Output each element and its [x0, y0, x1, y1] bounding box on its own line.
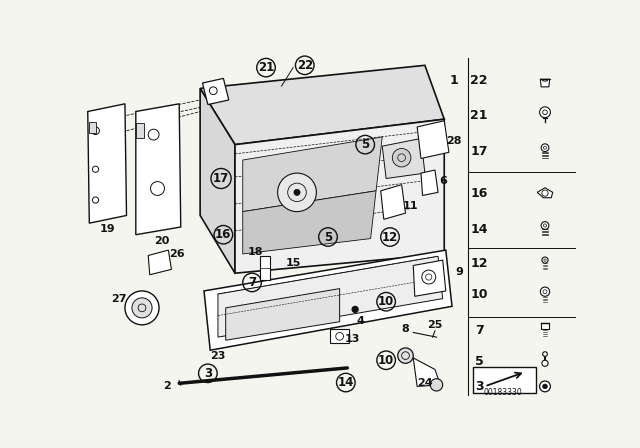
Text: 25: 25 [428, 320, 443, 330]
Text: 14: 14 [338, 376, 354, 389]
Bar [90, 121, 95, 133]
Polygon shape [382, 138, 425, 178]
Text: 23: 23 [211, 351, 226, 362]
Bar [260, 255, 270, 280]
Text: 3: 3 [204, 367, 212, 380]
Circle shape [352, 306, 358, 313]
Text: 24: 24 [417, 378, 433, 388]
Text: 26: 26 [169, 249, 185, 259]
Text: 27: 27 [111, 293, 127, 304]
Polygon shape [421, 170, 438, 195]
Text: 18: 18 [248, 247, 264, 258]
Text: 5: 5 [324, 231, 332, 244]
Circle shape [541, 144, 549, 151]
Text: 12: 12 [470, 257, 488, 270]
Polygon shape [202, 78, 229, 104]
Text: 7: 7 [248, 276, 256, 289]
Text: 17: 17 [213, 172, 229, 185]
Polygon shape [226, 289, 340, 340]
Text: 21: 21 [258, 61, 274, 74]
Polygon shape [243, 137, 382, 211]
Polygon shape [540, 79, 550, 87]
Bar [541, 323, 549, 329]
Polygon shape [218, 256, 443, 337]
Circle shape [392, 148, 411, 167]
Circle shape [540, 107, 550, 118]
Bar [473, 367, 536, 393]
Text: 22: 22 [470, 74, 488, 87]
Circle shape [543, 352, 547, 356]
Text: 16: 16 [215, 228, 232, 241]
Text: 4: 4 [356, 316, 365, 326]
Circle shape [541, 222, 549, 229]
Text: 8: 8 [402, 324, 410, 334]
Text: 15: 15 [285, 258, 301, 268]
Circle shape [397, 348, 413, 363]
Circle shape [278, 173, 316, 211]
Circle shape [542, 360, 548, 366]
Polygon shape [413, 260, 446, 296]
Polygon shape [243, 191, 376, 254]
Bar [330, 329, 349, 343]
Polygon shape [235, 119, 444, 273]
Circle shape [430, 379, 443, 391]
Text: 9: 9 [456, 267, 464, 277]
Circle shape [132, 298, 152, 318]
Text: 28: 28 [447, 136, 462, 146]
Text: 21: 21 [470, 109, 488, 122]
Text: 10: 10 [378, 295, 394, 308]
Text: 7: 7 [475, 324, 483, 337]
Text: 14: 14 [470, 223, 488, 236]
Text: 1: 1 [449, 74, 458, 87]
Polygon shape [148, 250, 172, 275]
Text: 16: 16 [470, 187, 488, 200]
Text: 5: 5 [475, 355, 483, 368]
Text: 10: 10 [378, 354, 394, 367]
Text: 20: 20 [154, 236, 169, 246]
Polygon shape [417, 121, 449, 159]
Text: 00183330: 00183330 [483, 388, 522, 397]
Circle shape [543, 384, 547, 389]
Polygon shape [136, 104, 180, 235]
Text: 6: 6 [439, 176, 447, 186]
Polygon shape [537, 188, 553, 198]
Polygon shape [88, 104, 127, 223]
Text: 3: 3 [475, 380, 483, 393]
Text: 19: 19 [99, 224, 115, 234]
Text: 5: 5 [361, 138, 369, 151]
Text: 13: 13 [345, 334, 360, 344]
Text: 22: 22 [296, 59, 313, 72]
Polygon shape [200, 88, 235, 273]
Text: 10: 10 [470, 288, 488, 301]
Polygon shape [204, 250, 452, 350]
Text: 17: 17 [470, 145, 488, 158]
Circle shape [294, 189, 300, 195]
Text: 11: 11 [403, 201, 419, 211]
Text: 12: 12 [382, 231, 398, 244]
Circle shape [540, 287, 550, 296]
Circle shape [125, 291, 159, 325]
Polygon shape [200, 65, 444, 145]
Bar [136, 123, 143, 138]
Polygon shape [413, 358, 440, 386]
Text: 2: 2 [163, 381, 171, 392]
Circle shape [542, 257, 548, 263]
Circle shape [540, 381, 550, 392]
Polygon shape [381, 185, 406, 220]
